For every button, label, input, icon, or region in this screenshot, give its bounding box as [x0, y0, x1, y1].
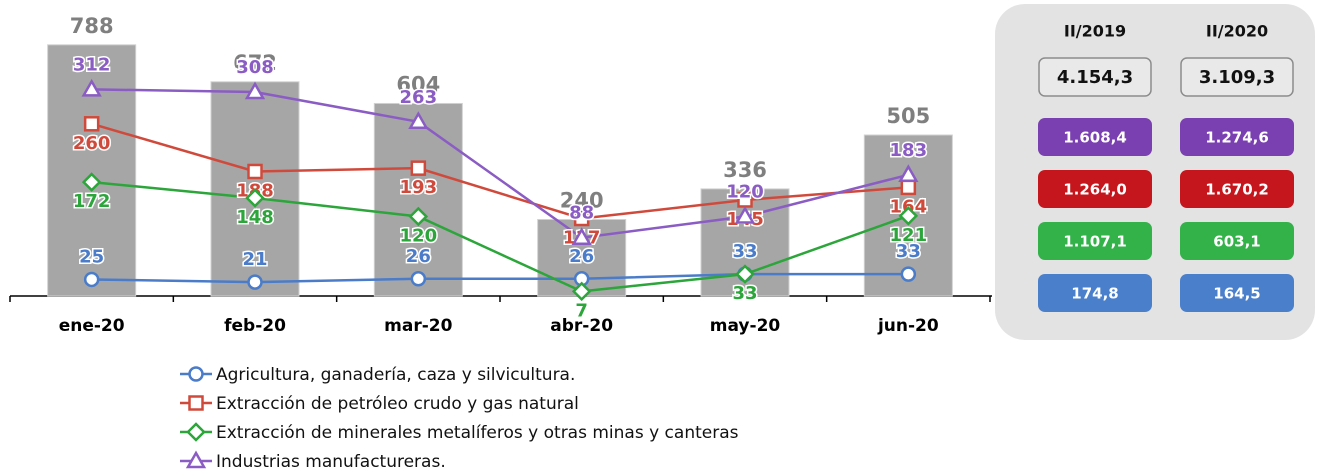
- table-cell: [1180, 274, 1294, 312]
- table-value: 1.670,2: [1205, 181, 1269, 199]
- data-label: 33: [732, 283, 757, 304]
- marker: [410, 271, 427, 287]
- table-cell: [1180, 222, 1294, 260]
- total-cell: [1038, 57, 1152, 97]
- table-value: 1.274,6: [1205, 129, 1269, 147]
- data-label: 308: [236, 57, 274, 78]
- bar-label: 505: [886, 104, 930, 128]
- marker: [244, 81, 266, 100]
- bar-label: 240: [560, 189, 604, 213]
- legend-label: Industrias manufactureras.: [216, 452, 446, 472]
- marker: [81, 78, 102, 97]
- total-value: 3.109,3: [1199, 67, 1275, 88]
- table-value: 1.107,1: [1063, 233, 1127, 251]
- legend-label: Extracción de petróleo crudo y gas natur…: [216, 394, 579, 414]
- marker: [410, 160, 427, 176]
- data-label: 26: [406, 246, 431, 267]
- marker: [81, 172, 102, 192]
- data-label: 193: [400, 177, 438, 198]
- data-label: 33: [732, 241, 757, 262]
- table-cell: [1038, 118, 1152, 156]
- legend-marker: [188, 366, 204, 382]
- data-label: 7: [575, 300, 588, 321]
- legend-label: Extracción de minerales metalíferos y ot…: [216, 423, 739, 443]
- marker: [83, 271, 100, 288]
- marker: [247, 274, 263, 290]
- marker: [247, 163, 263, 180]
- total-cell: [1180, 57, 1294, 97]
- legend-marker: [185, 450, 207, 469]
- data-label: 21: [242, 249, 267, 270]
- table-header: II/2020: [1206, 22, 1268, 41]
- marker: [408, 206, 429, 227]
- total-value: 4.154,3: [1057, 67, 1133, 88]
- x-tick-label: abr-20: [550, 316, 613, 336]
- marker: [900, 179, 917, 196]
- line: [91, 122, 909, 220]
- line: [91, 180, 909, 293]
- bar-label: 604: [396, 72, 440, 96]
- table-cell: [1038, 170, 1152, 208]
- marker: [734, 206, 756, 224]
- x-tick-label: feb-20: [224, 316, 286, 336]
- table-cell: [1180, 170, 1294, 208]
- data-label: 26: [569, 246, 594, 267]
- bar-label: 336: [723, 158, 767, 182]
- data-label: 263: [400, 87, 438, 108]
- legend-label: Agricultura, ganadería, caza y silvicult…: [216, 365, 575, 385]
- marker: [898, 164, 919, 183]
- table-value: 174,8: [1071, 285, 1118, 303]
- marker: [573, 210, 590, 227]
- marker: [408, 111, 429, 130]
- bar-label: 788: [70, 14, 114, 38]
- table-header: II/2019: [1064, 22, 1126, 41]
- table-value: 164,5: [1213, 285, 1260, 303]
- data-label: 120: [726, 182, 764, 203]
- x-tick-label: ene-20: [59, 316, 125, 336]
- data-label: 148: [236, 207, 274, 228]
- data-label: 172: [73, 191, 111, 212]
- data-label: 312: [73, 54, 111, 75]
- data-label: 88: [569, 203, 594, 224]
- marker: [900, 266, 917, 282]
- marker: [898, 206, 919, 226]
- data-label: 33: [896, 241, 921, 262]
- data-label: 121: [890, 225, 928, 246]
- data-label: 260: [73, 133, 111, 154]
- table-cell: [1038, 274, 1152, 312]
- table-value: 1.608,4: [1063, 129, 1127, 147]
- table-value: 603,1: [1213, 233, 1260, 251]
- marker: [571, 281, 592, 302]
- table-value: 1.264,0: [1063, 181, 1127, 199]
- data-label: 120: [400, 226, 438, 247]
- x-tick-label: mar-20: [384, 316, 452, 336]
- legend-marker: [188, 395, 204, 411]
- line: [91, 88, 909, 240]
- line: [91, 272, 909, 284]
- table-cell: [1038, 222, 1152, 260]
- table-cell: [1180, 118, 1294, 156]
- marker: [83, 116, 100, 132]
- marker: [571, 227, 592, 245]
- data-label: 183: [890, 140, 928, 161]
- legend-marker: [186, 422, 206, 442]
- x-tick-label: may-20: [710, 316, 781, 336]
- bar: [373, 102, 463, 297]
- marker: [735, 264, 755, 284]
- data-label: 25: [79, 246, 104, 267]
- x-tick-label: jun-20: [877, 316, 939, 336]
- bar-label: 672: [233, 51, 277, 75]
- marker: [245, 188, 265, 208]
